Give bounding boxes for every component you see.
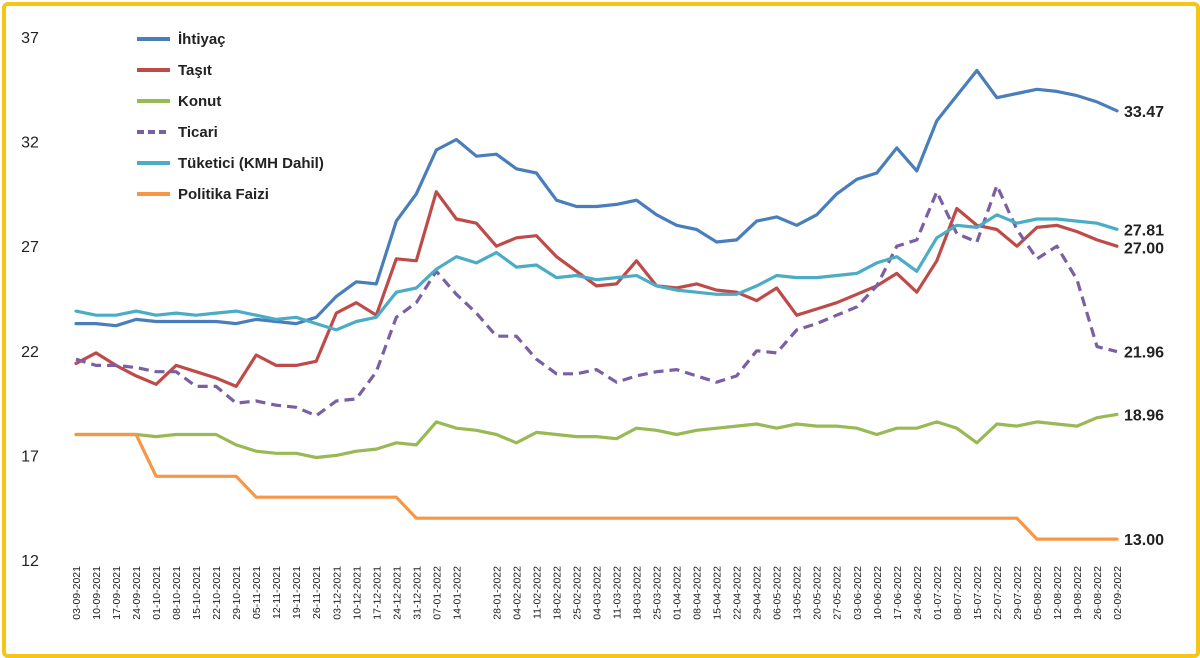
x-tick-label: 15-04-2022 [712,566,724,620]
legend-label: Ticari [178,124,218,141]
x-tick-label: 29-04-2022 [752,566,764,620]
series-line-0 [74,68,1119,328]
x-tick-label: 17-09-2021 [111,566,123,620]
x-tick-label: 22-07-2022 [992,566,1004,620]
x-tick-label: 20-05-2022 [812,566,824,620]
x-tick-label: 29-07-2022 [1012,566,1024,620]
x-axis: 03-09-2021 10-09-2021 17-09-2021 24-09-2021… [71,566,1124,620]
legend-label: Politika Faizi [178,186,269,203]
x-tick-label: 08-04-2022 [692,566,704,620]
x-tick-label: 25-03-2022 [652,566,664,620]
x-tick-label: 07-01-2022 [431,566,443,620]
series-line-2 [74,412,1119,460]
x-tick-label: 17-06-2022 [892,566,904,620]
x-tick-label: 12-08-2022 [1052,566,1064,620]
series-layer [74,68,1119,541]
legend-label: Konut [178,93,221,110]
x-tick-label: 08-10-2021 [171,566,183,620]
x-tick-label: 01-07-2022 [932,566,944,620]
y-tick-label: 22 [21,344,39,361]
y-tick-label: 32 [21,135,39,152]
end-value-label: 27.00 [1124,240,1164,257]
x-tick-label: 08-07-2022 [952,566,964,620]
x-tick-label: 26-11-2021 [311,566,323,619]
x-tick-label: 22-04-2022 [732,566,744,620]
x-tick-label: 25-02-2022 [571,566,583,620]
x-tick-label: 14-01-2022 [451,566,463,620]
legend-label: Taşıt [178,62,212,79]
x-tick-label: 26-08-2022 [1092,566,1104,620]
x-tick-label: 06-05-2022 [772,566,784,620]
end-value-label: 33.47 [1124,104,1164,121]
x-tick-label: 24-09-2021 [131,566,143,620]
x-tick-label: 01-04-2022 [672,566,684,620]
x-tick-label: 19-08-2022 [1072,566,1084,620]
y-tick-label: 27 [21,239,39,256]
x-tick-label: 05-08-2022 [1032,566,1044,620]
y-tick-label: 37 [21,30,39,47]
x-tick-label: 24-12-2021 [391,566,403,620]
x-tick-label: 28-01-2022 [491,566,503,620]
x-tick-label: 03-12-2021 [331,566,343,620]
y-axis: 12 17 22 27 32 37 [21,30,39,570]
x-tick-label: 04-03-2022 [592,566,604,620]
x-tick-label: 11-03-2022 [612,566,624,619]
x-tick-label: 02-09-2022 [1112,566,1124,620]
x-tick-label: 22-10-2021 [211,566,223,620]
legend-label: Tüketici (KMH Dahil) [178,155,324,172]
x-tick-label: 12-11-2021 [271,566,283,619]
y-tick-label: 12 [21,553,39,570]
x-tick-label: 29-10-2021 [231,566,243,620]
x-tick-label: 18-02-2022 [551,566,563,620]
x-tick-label: 13-05-2022 [792,566,804,620]
x-tick-label: 15-07-2022 [972,566,984,620]
x-tick-label: 10-12-2021 [351,566,363,620]
x-tick-label: 31-12-2021 [411,566,423,620]
end-value-label: 13.00 [1124,532,1164,549]
series-line-5 [74,432,1119,541]
x-tick-label: 03-06-2022 [852,566,864,620]
x-tick-label: 19-11-2021 [291,566,303,619]
x-tick-label: 10-06-2022 [872,566,884,620]
series-line-1 [74,190,1119,388]
x-tick-label: 18-03-2022 [632,566,644,620]
legend: İhtiyaç Taşıt Konut Ticari Tüketici (KMH Dah… [137,31,324,203]
series-line-3 [75,183,1118,418]
x-tick-label: 24-06-2022 [912,566,924,620]
end-value-label: 21.96 [1124,345,1164,362]
x-tick-label: 04-02-2022 [511,566,523,620]
x-tick-label: 10-09-2021 [91,566,103,620]
x-tick-label: 01-10-2021 [151,566,163,620]
x-tick-label: 15-10-2021 [191,566,203,620]
y-tick-label: 17 [21,448,39,465]
x-tick-label: 17-12-2021 [371,566,383,620]
x-tick-label: 11-02-2022 [531,566,543,619]
legend-label: İhtiyaç [178,31,226,48]
x-tick-label: 03-09-2021 [71,566,83,620]
series-line-4 [74,213,1119,332]
end-value-label: 27.81 [1124,222,1164,239]
x-tick-label: 27-05-2022 [832,566,844,620]
end-value-label: 18.96 [1124,407,1164,424]
x-tick-label: 05-11-2021 [251,566,263,619]
